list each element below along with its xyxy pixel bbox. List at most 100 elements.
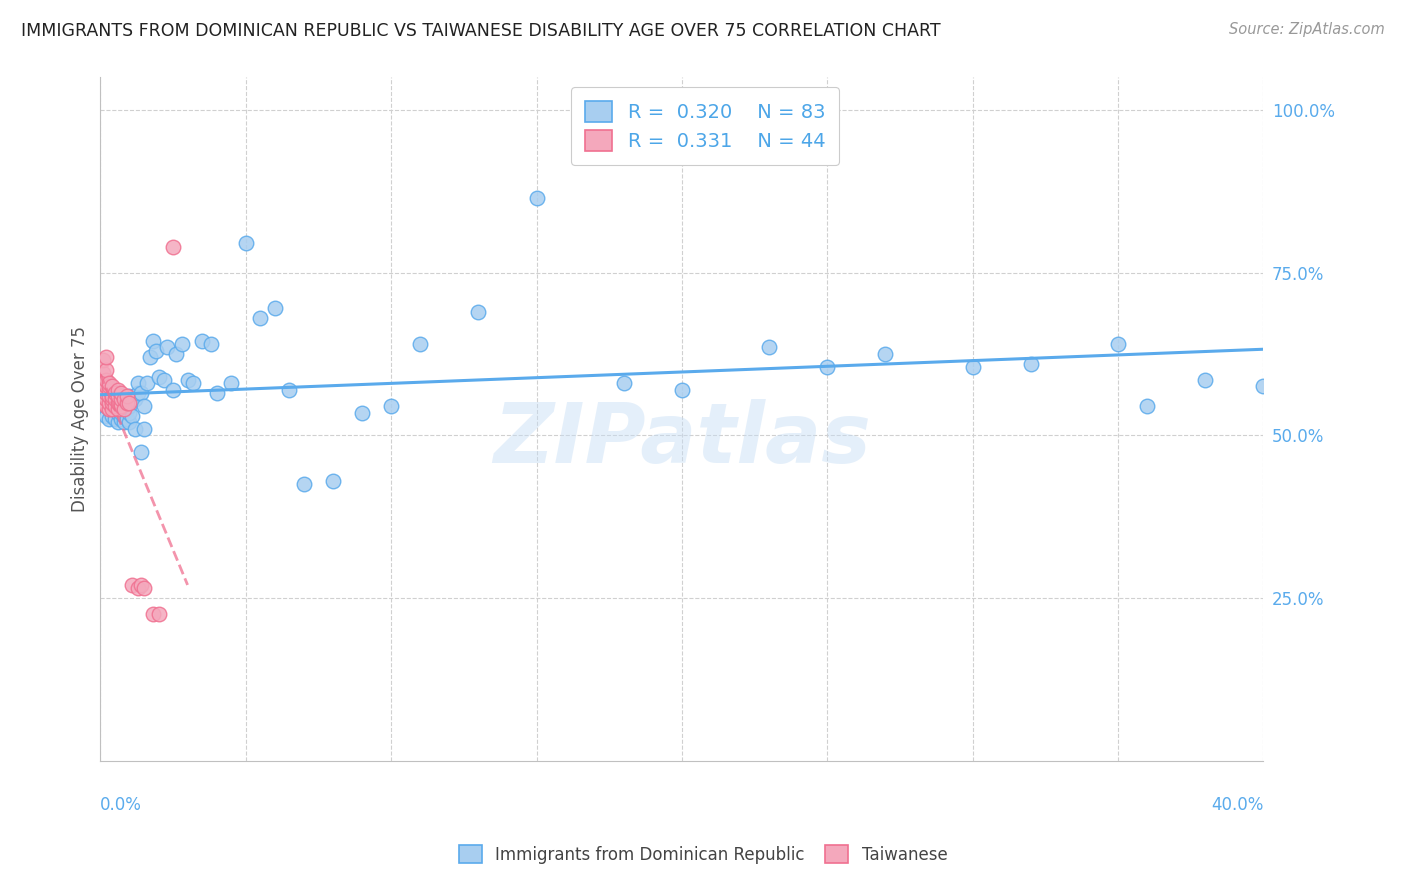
Point xyxy=(110,386,132,401)
Point xyxy=(112,415,135,429)
Text: IMMIGRANTS FROM DOMINICAN REPUBLIC VS TAIWANESE DISABILITY AGE OVER 75 CORRELATI: IMMIGRANTS FROM DOMINICAN REPUBLIC VS TA… xyxy=(21,22,941,40)
Point xyxy=(467,304,489,318)
Point xyxy=(758,341,780,355)
Point xyxy=(526,191,548,205)
Point xyxy=(118,389,141,403)
Point xyxy=(205,386,228,401)
Point xyxy=(200,337,222,351)
Point xyxy=(1253,379,1275,393)
Point xyxy=(129,578,152,592)
Point xyxy=(278,383,301,397)
Point xyxy=(235,236,257,251)
Point xyxy=(121,578,143,592)
Point xyxy=(98,412,121,426)
Point xyxy=(1107,337,1129,351)
Point xyxy=(263,301,285,316)
Point xyxy=(96,392,118,407)
Point xyxy=(292,477,315,491)
Point xyxy=(380,399,402,413)
Point xyxy=(129,386,152,401)
Point xyxy=(962,359,984,374)
Point xyxy=(104,399,127,413)
Point xyxy=(112,392,135,407)
Point xyxy=(104,396,127,410)
Point xyxy=(142,607,165,622)
Point xyxy=(104,392,127,407)
Point xyxy=(127,386,149,401)
Point xyxy=(104,389,127,403)
Point xyxy=(132,422,155,436)
Point xyxy=(162,383,184,397)
Point xyxy=(409,337,432,351)
Point xyxy=(115,396,138,410)
Point xyxy=(110,412,132,426)
Point xyxy=(98,402,121,417)
Point xyxy=(96,409,118,423)
Point xyxy=(101,392,124,407)
Text: 0.0%: 0.0% xyxy=(100,797,142,814)
Point xyxy=(148,607,170,622)
Point xyxy=(112,409,135,423)
Point xyxy=(1019,357,1042,371)
Point xyxy=(104,402,127,417)
Point xyxy=(96,399,118,413)
Point xyxy=(110,389,132,403)
Point xyxy=(96,389,118,403)
Point xyxy=(107,399,129,413)
Point xyxy=(107,405,129,419)
Point xyxy=(110,399,132,413)
Point xyxy=(107,396,129,410)
Point xyxy=(191,334,214,348)
Point xyxy=(129,444,152,458)
Point xyxy=(127,376,149,391)
Point xyxy=(350,405,373,419)
Legend: R =  0.320    N = 83, R =  0.331    N = 44: R = 0.320 N = 83, R = 0.331 N = 44 xyxy=(571,87,839,164)
Point xyxy=(91,383,114,397)
Point xyxy=(91,367,114,381)
Point xyxy=(153,373,176,387)
Point xyxy=(101,402,124,417)
Point xyxy=(135,376,157,391)
Point xyxy=(671,383,693,397)
Point xyxy=(96,379,118,393)
Point xyxy=(139,350,162,364)
Point xyxy=(1136,399,1159,413)
Point xyxy=(104,412,127,426)
Point xyxy=(145,343,167,358)
Point xyxy=(107,386,129,401)
Point xyxy=(165,347,187,361)
Point xyxy=(115,392,138,407)
Point xyxy=(121,392,143,407)
Point xyxy=(98,396,121,410)
Text: Source: ZipAtlas.com: Source: ZipAtlas.com xyxy=(1229,22,1385,37)
Point xyxy=(96,350,118,364)
Point xyxy=(118,415,141,429)
Point xyxy=(107,389,129,403)
Point xyxy=(107,383,129,397)
Point xyxy=(101,379,124,393)
Point xyxy=(132,399,155,413)
Point xyxy=(101,409,124,423)
Point xyxy=(110,392,132,407)
Point xyxy=(98,379,121,393)
Point xyxy=(613,376,636,391)
Point xyxy=(875,347,897,361)
Point xyxy=(815,359,838,374)
Point xyxy=(121,409,143,423)
Point xyxy=(98,383,121,397)
Point xyxy=(98,392,121,407)
Point xyxy=(112,402,135,417)
Point xyxy=(124,422,146,436)
Point xyxy=(162,239,184,253)
Point xyxy=(176,373,198,387)
Point xyxy=(110,405,132,419)
Point xyxy=(112,389,135,403)
Legend: Immigrants from Dominican Republic, Taiwanese: Immigrants from Dominican Republic, Taiw… xyxy=(453,838,953,871)
Point xyxy=(91,353,114,368)
Point xyxy=(170,337,193,351)
Point xyxy=(110,399,132,413)
Point xyxy=(124,392,146,407)
Point xyxy=(118,399,141,413)
Point xyxy=(142,334,165,348)
Point xyxy=(322,474,344,488)
